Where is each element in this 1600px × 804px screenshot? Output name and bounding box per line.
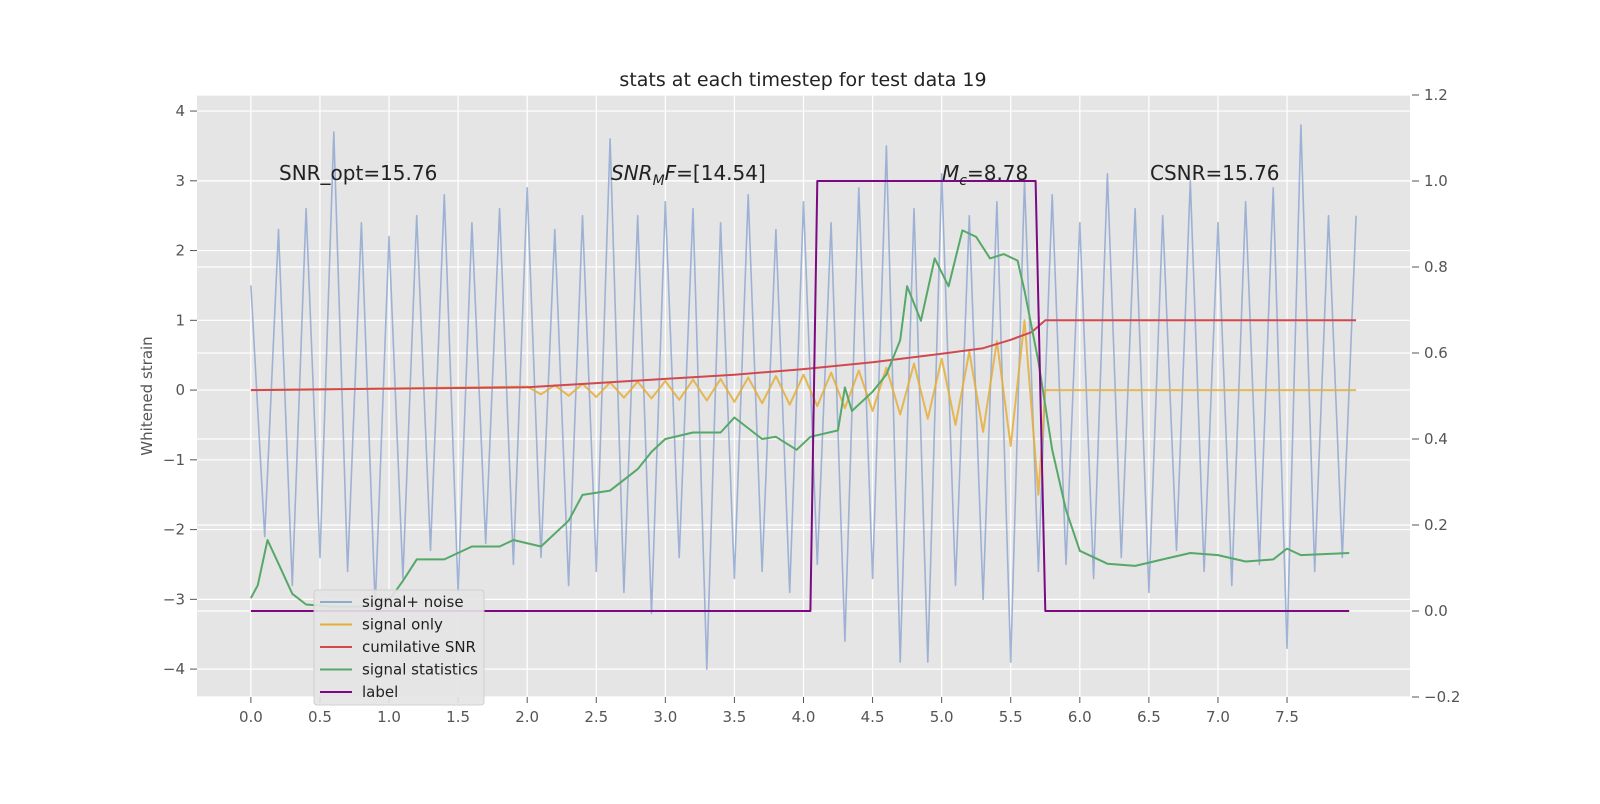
x-tick-label: 2.0 [515,708,539,726]
x-tick-label: 6.0 [1068,708,1092,726]
x-tick-label: 3.0 [653,708,677,726]
legend-label: signal statistics [362,661,478,679]
x-tick-label: 0.5 [308,708,332,726]
series-line [250,319,1357,496]
annotation-part: =[14.54] [676,161,766,185]
y-tick-label: 1 [175,311,185,329]
x-tick-label: 1.5 [446,708,470,726]
annotation-part: CSNR=15.76 [1150,161,1280,185]
x-tick-label: 5.5 [999,708,1023,726]
y-tick-label: −1 [163,451,185,469]
y-tick-label: 0 [175,381,185,399]
x-tick-label: 7.0 [1206,708,1230,726]
legend-label: cumilative SNR [362,638,476,656]
y-tick-label: −4 [163,660,185,678]
x-tick-label: 3.5 [722,708,746,726]
annotation: CSNR=15.76 [1150,161,1280,185]
x-tick-label: 6.5 [1137,708,1161,726]
legend-label: signal only [362,616,443,634]
y2-tick-label: 0.0 [1424,602,1448,620]
y2-tick-label: 0.2 [1424,516,1448,534]
series-line [250,124,1357,670]
legend: signal+ noise signal only cumilative SNR si… [313,589,485,706]
annotation-part: c [959,173,967,189]
annotation-part: M [653,173,665,189]
y-tick-label: 3 [175,172,185,190]
series-line [250,319,1357,392]
series-line [250,229,1350,608]
y-tick-label: −2 [163,521,185,539]
annotation: SNR_opt=15.76 [279,161,437,185]
chart-title: stats at each timestep for test data 19 [619,69,986,91]
x-tick-label: 4.0 [792,708,816,726]
x-tick-label: 4.5 [861,708,885,726]
annotation-part: F [665,161,677,185]
x-tick-label: 2.5 [584,708,608,726]
y2-tick-label: −0.2 [1424,688,1460,706]
y2-tick-label: 1.2 [1424,86,1448,104]
axes: 0.0 0.5 1.0 1.5 2.0 2.5 3.0 3.5 4.0 4.5 5.0 5.5 6.0 6… [163,86,1461,726]
marks: SNR_opt=15.76 SNRMF=[14.54] Mc=8.78 CSNR=15… [250,124,1357,670]
annotation-part: SNR_opt=15.76 [279,161,437,185]
series-line [250,180,1350,612]
legend-box [313,589,485,706]
y-tick-label: 2 [175,242,185,260]
y2-tick-label: 0.4 [1424,430,1448,448]
y-tick-label: −3 [163,590,185,608]
y-axis-label: Whitened strain [138,336,156,455]
y2-tick-label: 0.6 [1424,344,1448,362]
x-tick-label: 1.0 [377,708,401,726]
y2-tick-label: 1.0 [1424,172,1448,190]
y2-tick-label: 0.8 [1424,258,1448,276]
x-tick-label: 0.0 [239,708,263,726]
y-tick-label: 4 [175,102,185,120]
annotation: Mc=8.78 [942,161,1028,189]
annotation-part: SNR [611,161,653,185]
x-tick-label: 5.0 [930,708,954,726]
x-tick-label: 7.5 [1275,708,1299,726]
legend-label: label [362,683,398,701]
annotation-part: M [942,161,959,185]
legend-label: signal+ noise [362,593,464,611]
annotation-part: =8.78 [967,161,1028,185]
grid [197,94,1410,698]
annotation: SNRMF=[14.54] [611,161,766,189]
